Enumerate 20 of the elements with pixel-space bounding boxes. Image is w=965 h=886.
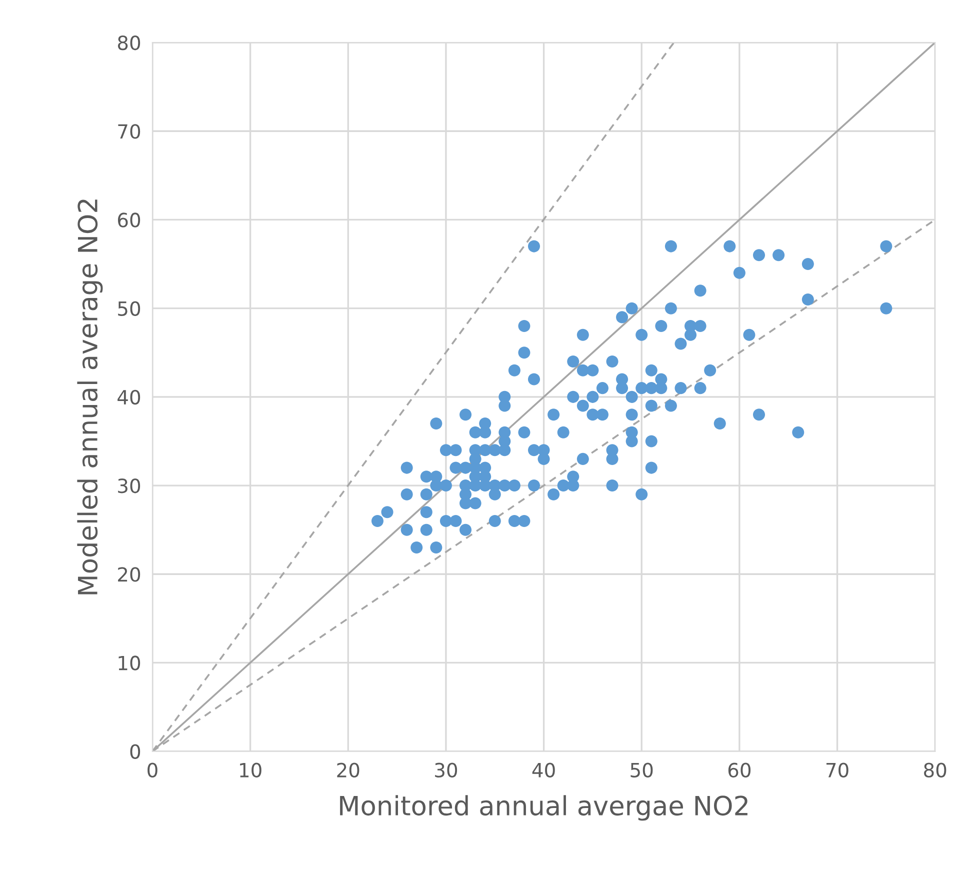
- x-tick-label: 30: [435, 762, 458, 778]
- x-tick-label: 80: [924, 762, 946, 778]
- x-tick-label: 50: [630, 762, 653, 778]
- y-tick-label: 70: [118, 124, 140, 139]
- x-tick-label: 60: [728, 762, 751, 778]
- y-tick-label: 80: [118, 35, 140, 50]
- x-tick-label: 10: [240, 762, 262, 778]
- y-tick-label: 10: [118, 656, 140, 670]
- y-tick-label: 50: [118, 301, 140, 316]
- y-tick-label: 40: [118, 390, 140, 405]
- y-tick-label: 0: [130, 744, 140, 759]
- y-axis-title: Modelled annual average NO2: [77, 200, 103, 594]
- x-tick-label: 40: [532, 762, 555, 778]
- x-tick-label: 70: [826, 762, 848, 778]
- x-tick-label: 20: [337, 762, 360, 778]
- x-axis-title: Monitored annual avergae NO2: [340, 795, 748, 821]
- y-tick-label: 20: [118, 567, 140, 582]
- y-tick-label: 30: [118, 478, 140, 494]
- x-tick-label: 0: [148, 762, 158, 778]
- y-tick-label: 60: [118, 212, 140, 228]
